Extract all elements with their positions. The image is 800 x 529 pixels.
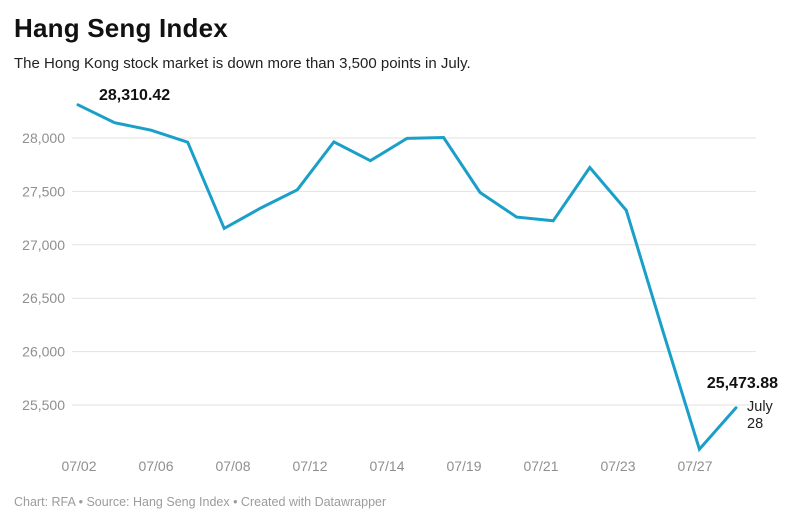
x-tick-label: 07/19 xyxy=(446,458,481,474)
y-tick-label: 26,500 xyxy=(22,290,65,306)
chart-subtitle: The Hong Kong stock market is down more … xyxy=(14,55,471,72)
start-value-label: 28,310.42 xyxy=(99,87,171,104)
y-tick-label: 25,500 xyxy=(22,397,65,413)
chart-footer: Chart: RFA • Source: Hang Seng Index • C… xyxy=(14,495,387,509)
y-tick-label: 28,000 xyxy=(22,130,65,146)
x-tick-label: 07/08 xyxy=(215,458,250,474)
end-date-label: July 28 xyxy=(747,399,773,433)
x-tick-label: 07/12 xyxy=(292,458,327,474)
index-line xyxy=(76,103,738,453)
y-tick-label: 27,500 xyxy=(22,183,65,199)
chart-title: Hang Seng Index xyxy=(14,13,228,43)
x-tick-label: 07/06 xyxy=(138,458,173,474)
x-tick-label: 07/14 xyxy=(369,458,404,474)
x-tick-label: 07/23 xyxy=(600,458,635,474)
end-value-label: 25,473.88 xyxy=(706,375,778,392)
y-tick-label: 27,000 xyxy=(22,237,65,253)
x-tick-label: 07/27 xyxy=(677,458,712,474)
y-tick-label: 26,000 xyxy=(22,344,65,360)
x-tick-label: 07/21 xyxy=(523,458,558,474)
x-tick-label: 07/02 xyxy=(61,458,96,474)
